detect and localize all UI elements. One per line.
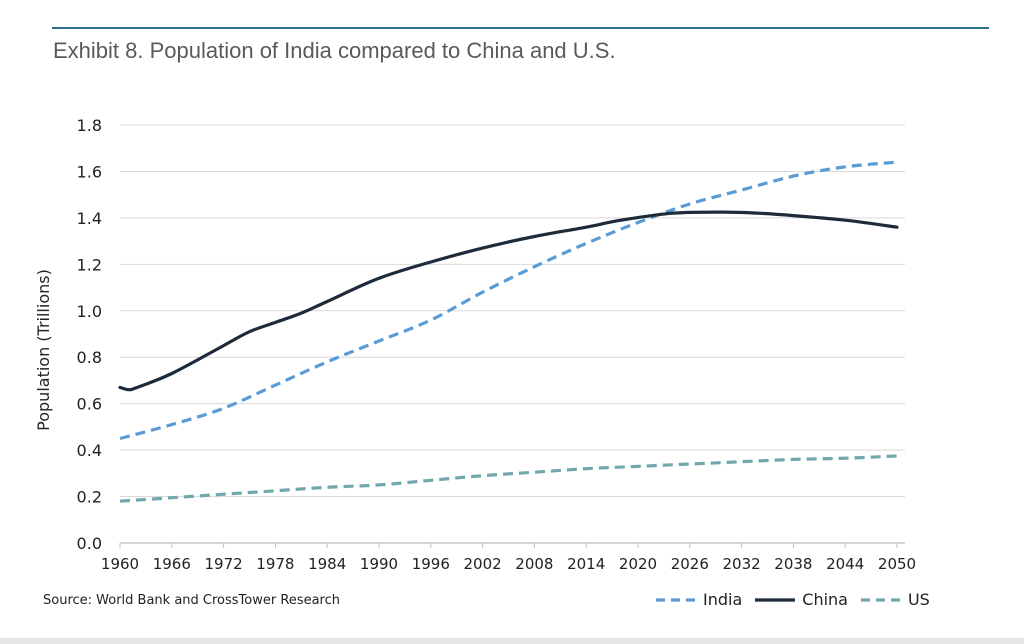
series-lines xyxy=(118,160,899,503)
legend-item-china: China xyxy=(754,590,848,609)
x-tick-label: 1984 xyxy=(308,555,346,573)
y-tick-label: 1.8 xyxy=(77,116,102,135)
x-tick-label: 1960 xyxy=(101,555,139,573)
x-tick-label: 1978 xyxy=(256,555,294,573)
y-tick-label: 1.6 xyxy=(77,162,102,181)
x-tick-label: 2008 xyxy=(515,555,553,573)
x-tick-label: 1990 xyxy=(360,555,398,573)
x-tick-label: 1996 xyxy=(412,555,450,573)
legend-label: India xyxy=(703,590,743,609)
series-line-india xyxy=(119,160,898,441)
source-note: Source: World Bank and CrossTower Resear… xyxy=(43,593,340,608)
legend-swatch xyxy=(860,597,901,602)
x-tick-label: 2050 xyxy=(878,555,916,573)
y-tick-label: 0.0 xyxy=(77,534,102,553)
legend: India China US xyxy=(655,590,942,609)
axes xyxy=(119,542,905,548)
x-tick-label: 2020 xyxy=(619,555,657,573)
y-tick-label: 0.8 xyxy=(77,348,102,367)
y-axis-label: Population (Trillions) xyxy=(34,269,53,431)
y-tick-label: 0.2 xyxy=(77,488,102,507)
y-tick-labels: 0.0 0.2 0.4 0.6 0.8 1.0 1.2 1.4 1.6 1.8 xyxy=(77,116,102,553)
legend-swatch xyxy=(755,597,796,602)
x-tick-label: 2002 xyxy=(464,555,502,573)
legend-swatch xyxy=(656,597,696,602)
x-tick-label: 2026 xyxy=(671,555,709,573)
x-tick-label: 1966 xyxy=(153,555,191,573)
legend-item-us: US xyxy=(860,590,930,609)
y-tick-label: 1.4 xyxy=(77,209,102,228)
gridlines xyxy=(120,124,905,498)
x-tick-label: 2014 xyxy=(567,555,605,573)
x-tick-labels: 1960 1966 1972 1978 1984 1990 1996 2002 2008 2014… xyxy=(101,555,916,573)
x-tick-label: 2044 xyxy=(826,555,864,573)
bottom-rule xyxy=(0,638,1024,644)
chart-title: Exhibit 8. Population of India compared … xyxy=(53,38,616,63)
x-tick-label: 2032 xyxy=(723,555,761,573)
legend-label: China xyxy=(802,590,848,609)
top-rule xyxy=(52,27,989,29)
series-line-china xyxy=(118,210,899,392)
x-tick-label: 1972 xyxy=(205,555,243,573)
y-tick-label: 0.4 xyxy=(77,441,102,460)
y-tick-label: 0.6 xyxy=(77,395,102,414)
y-tick-label: 1.0 xyxy=(77,302,102,321)
y-tick-label: 1.2 xyxy=(77,255,102,274)
x-tick-label: 2038 xyxy=(774,555,812,573)
series-line-us xyxy=(119,454,898,503)
legend-label: US xyxy=(907,590,930,609)
legend-item-india: India xyxy=(655,590,742,609)
